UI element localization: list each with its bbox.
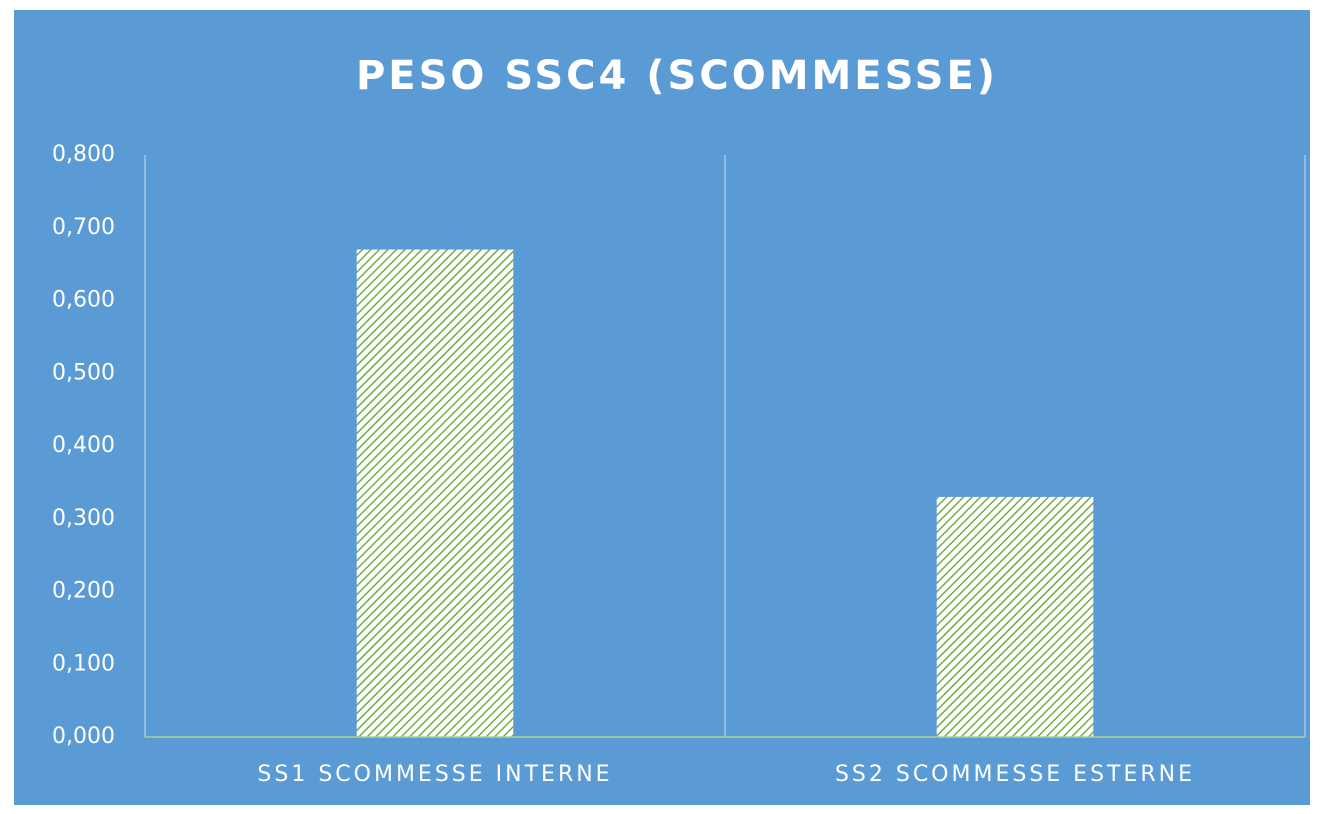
y-tick-label: 0,600 xyxy=(52,288,115,313)
y-tick-label: 0,400 xyxy=(52,433,115,458)
bar xyxy=(356,249,514,737)
y-tick-label: 0,100 xyxy=(52,651,115,676)
y-tick-label: 0,000 xyxy=(52,724,115,749)
y-tick-label: 0,800 xyxy=(52,142,115,167)
chart-title: PESO SSC4 (SCOMMESSE) xyxy=(356,53,998,99)
y-tick-label: 0,200 xyxy=(52,579,115,604)
bar xyxy=(936,496,1094,737)
y-tick-label: 0,700 xyxy=(52,215,115,240)
x-tick-label: SS2 SCOMMESSE ESTERNE xyxy=(835,762,1195,787)
y-tick-label: 0,300 xyxy=(52,506,115,531)
chart-background xyxy=(14,10,1310,805)
y-tick-label: 0,500 xyxy=(52,360,115,385)
x-tick-label: SS1 SCOMMESSE INTERNE xyxy=(257,762,612,787)
